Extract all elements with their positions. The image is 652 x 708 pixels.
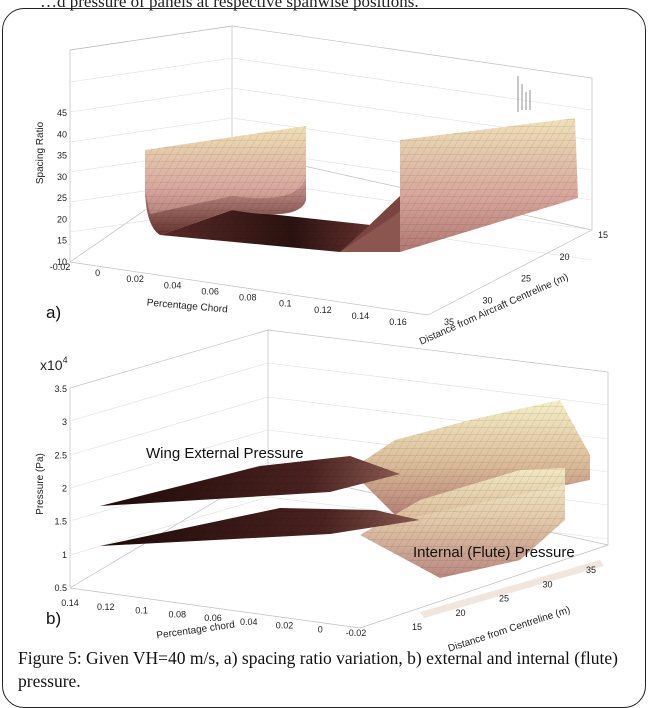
x-tick-label: 0.1: [279, 299, 292, 309]
chart-b-x-ticks: 0.14 0.12 0.1 0.08 0.06 0.04 0.02 0 -0.02: [61, 598, 366, 638]
chart-a-surface: [145, 76, 578, 252]
chart-a: 10 15 20 25 30 35 40 45 -0.02 0 0.02 0.04 0.06 0.08 0…: [35, 25, 608, 348]
z-tick-label: 45: [57, 108, 67, 118]
chart-b-surface: [100, 400, 604, 618]
z-tick-label: 3: [62, 417, 67, 427]
surface-b-floor-trace: [420, 560, 604, 618]
chart-a-x-ticks: -0.02 0 0.02 0.04 0.06 0.08 0.1 0.12 0.14 0.16: [50, 262, 407, 327]
y-tick-label: 20: [456, 608, 466, 618]
chart-a-panel-label: a): [46, 303, 61, 322]
chart-a-zlabel: Spacing Ratio: [35, 121, 46, 184]
z-tick-label: 15: [57, 236, 67, 246]
z-tick-label: 1: [62, 550, 67, 560]
chart-b-y-ticks: 15 20 25 30 35: [412, 565, 596, 632]
z-tick-label: 35: [57, 151, 67, 161]
y-tick-label: 25: [521, 274, 531, 284]
chart-b-exponent-label: x104: [40, 355, 68, 373]
chart-b: 0.511.522.533.5 0.14 0.12 0.1 0.08 0.06 0.04 0…: [35, 329, 609, 655]
surface-a-spikes: [517, 76, 531, 112]
x-tick-label: 0.04: [164, 280, 182, 290]
x-tick-label: 0: [95, 268, 100, 278]
z-tick-label: 40: [57, 129, 67, 139]
x-tick-label: 0.06: [201, 286, 219, 296]
x-tick-label: 0.02: [126, 274, 144, 284]
z-tick-label: 10: [57, 257, 67, 267]
x-tick-label: -0.02: [50, 262, 71, 272]
chart-b-zlabel: Pressure (Pa): [35, 453, 46, 515]
chart-a-ylabel: Distance from Aircraft Centreline (m): [418, 272, 570, 348]
y-tick-label: 35: [586, 565, 596, 575]
surface-a-floor-mesh: [160, 210, 380, 252]
y-tick-label: 30: [543, 579, 553, 589]
x-tick-label: 0.04: [240, 617, 258, 627]
x-tick-label: 0.1: [135, 606, 148, 616]
z-tick-label: 25: [57, 193, 67, 203]
x-tick-label: 0.08: [169, 609, 187, 619]
x-tick-label: -0.02: [346, 628, 367, 638]
x-tick-label: 0.14: [61, 598, 79, 608]
z-tick-label: 3.5: [54, 384, 67, 394]
surface-a-right-ramp: [340, 212, 400, 252]
z-tick-label: 20: [57, 214, 67, 224]
chart-a-xlabel: Percentage Chord: [146, 297, 228, 315]
z-tick-label: 1.5: [54, 517, 67, 527]
x-tick-label: 0.16: [389, 317, 407, 327]
chart-b-z-ticks: 0.5 1 1.5 2 2.5 3 3.5: [54, 384, 67, 593]
y-tick-label: 20: [560, 252, 570, 262]
x-tick-label: 0.06: [204, 613, 222, 623]
z-tick-label: 0.5: [54, 583, 67, 593]
y-tick-label: 35: [444, 317, 454, 327]
x-tick-label: 0.02: [276, 621, 294, 631]
chart-b-annotation-external: Wing External Pressure: [146, 445, 304, 462]
chart-a-z-ticks: 10 15 20 25 30 35 40 45: [57, 108, 67, 267]
y-tick-label: 15: [598, 230, 608, 240]
y-tick-label: 30: [483, 295, 493, 305]
chart-b-annotation-internal: Internal (Flute) Pressure: [413, 544, 575, 561]
z-tick-label: 2.5: [54, 450, 67, 460]
y-tick-label: 25: [499, 594, 509, 604]
x-tick-label: 0.12: [314, 305, 332, 315]
preceding-text-line: …d pressure of panels at respective span…: [40, 0, 419, 11]
chart-b-xlabel: Percentage chord: [156, 620, 236, 642]
x-tick-label: 0.12: [97, 602, 115, 612]
x-tick-label: 0.08: [239, 293, 257, 303]
x-tick-label: 0.14: [352, 311, 370, 321]
x-tick-label: 0: [318, 624, 323, 634]
y-tick-label: 15: [412, 622, 422, 632]
chart-a-y-ticks: 15 20 25 30 35: [444, 230, 608, 327]
z-tick-label: 2: [62, 484, 67, 494]
chart-b-panel-label: b): [46, 609, 61, 628]
figure-caption: Figure 5: Given VH=40 m/s, a) spacing ra…: [18, 648, 618, 691]
z-tick-label: 30: [57, 172, 67, 182]
